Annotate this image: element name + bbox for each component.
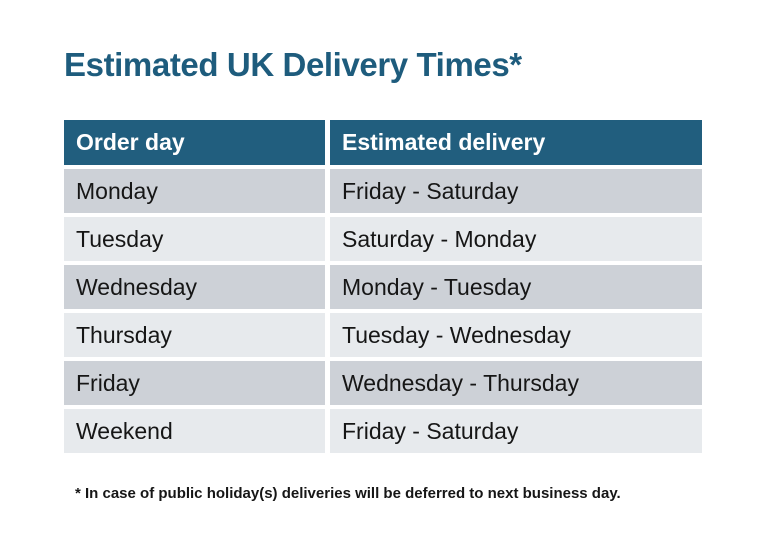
cell-estimated-delivery: Saturday - Monday (330, 217, 702, 261)
cell-estimated-delivery: Tuesday - Wednesday (330, 313, 702, 357)
cell-order-day: Wednesday (64, 265, 325, 309)
column-header-order-day: Order day (64, 120, 325, 165)
page-title: Estimated UK Delivery Times* (64, 46, 522, 83)
footnote: * In case of public holiday(s) deliverie… (75, 485, 621, 502)
cell-estimated-delivery: Friday - Saturday (330, 409, 702, 453)
cell-estimated-delivery: Monday - Tuesday (330, 265, 702, 309)
column-header-estimated-delivery: Estimated delivery (330, 120, 702, 165)
cell-order-day: Weekend (64, 409, 325, 453)
cell-order-day: Tuesday (64, 217, 325, 261)
cell-order-day: Monday (64, 169, 325, 213)
delivery-times-table: Order day Estimated delivery Monday Frid… (64, 120, 702, 453)
cell-estimated-delivery: Friday - Saturday (330, 169, 702, 213)
cell-estimated-delivery: Wednesday - Thursday (330, 361, 702, 405)
cell-order-day: Thursday (64, 313, 325, 357)
cell-order-day: Friday (64, 361, 325, 405)
